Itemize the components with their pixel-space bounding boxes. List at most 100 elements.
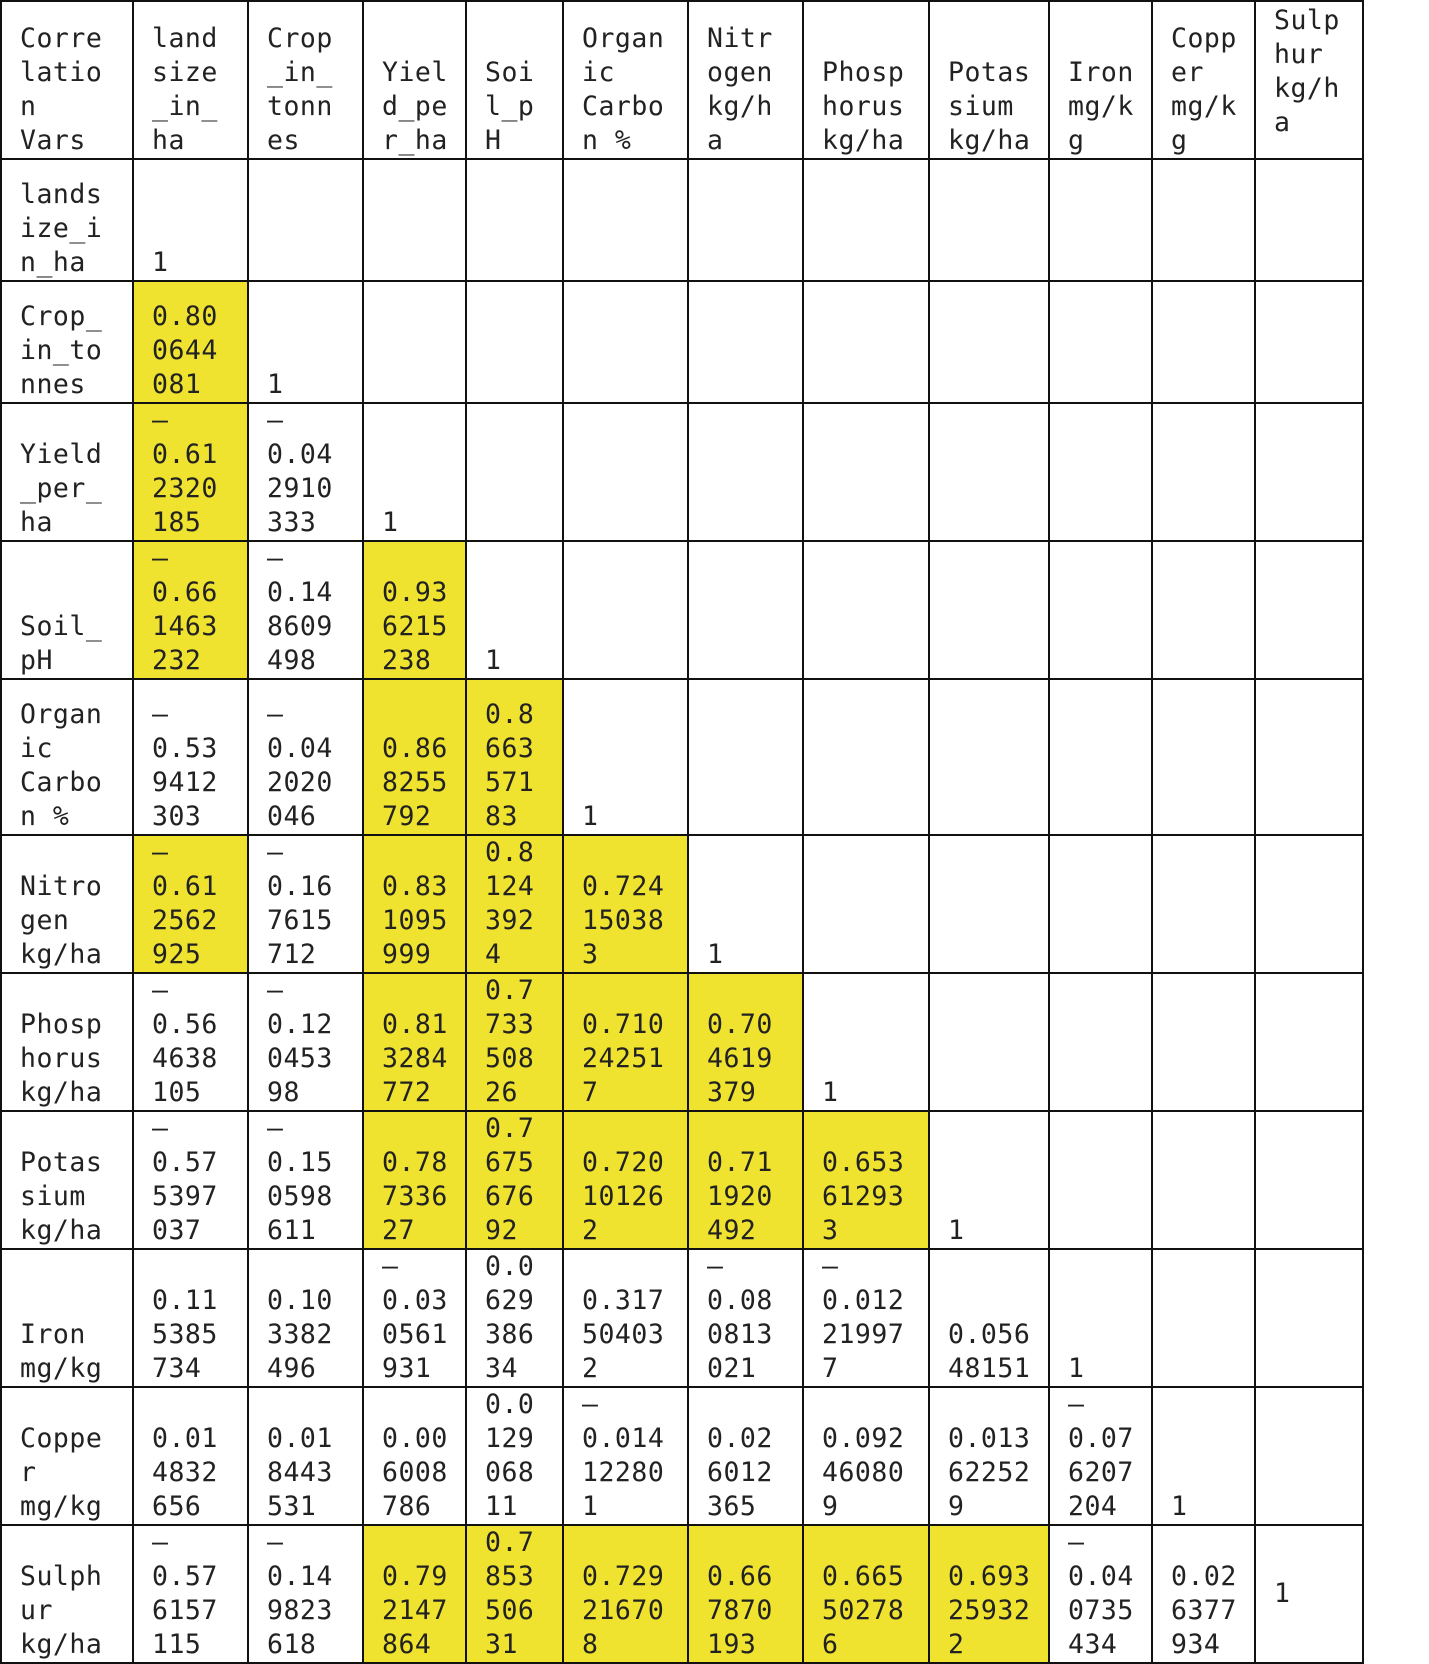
table-cell: – 0.15 0598 611 bbox=[247, 1110, 364, 1250]
column-header: Iron mg/k g bbox=[1048, 0, 1153, 160]
highlighted-cell: 0.86 8255 792 bbox=[362, 678, 467, 836]
table-cell bbox=[1254, 1248, 1364, 1388]
table-cell bbox=[1254, 540, 1364, 680]
table-cell: 0.01 4832 656 bbox=[132, 1386, 249, 1526]
row-label: lands ize_i n_ha bbox=[0, 158, 134, 282]
table-cell bbox=[1151, 678, 1256, 836]
row-label: Organ ic Carbo n % bbox=[0, 678, 134, 836]
column-header: Copp er mg/k g bbox=[1151, 0, 1256, 160]
table-cell: – 0.08 0813 021 bbox=[687, 1248, 804, 1388]
table-cell: – 0.04 0735 434 bbox=[1048, 1524, 1153, 1664]
table-cell bbox=[1254, 972, 1364, 1112]
table-cell: – 0.12 0453 98 bbox=[247, 972, 364, 1112]
table-cell: 0.02 6012 365 bbox=[687, 1386, 804, 1526]
highlighted-cell: 0.66 7870 193 bbox=[687, 1524, 804, 1664]
table-cell bbox=[1254, 834, 1364, 974]
table-cell: – 0.04 2910 333 bbox=[247, 402, 364, 542]
table-cell bbox=[1048, 540, 1153, 680]
highlighted-cell: 0.720 10126 2 bbox=[562, 1110, 689, 1250]
table-cell bbox=[1254, 678, 1364, 836]
table-row: lands ize_i n_ha 1 bbox=[0, 158, 1364, 282]
highlighted-cell: 0.710 24251 7 bbox=[562, 972, 689, 1112]
row-label: Soil_ pH bbox=[0, 540, 134, 680]
header-row: Corre latio n Vars land size _in_ ha Crop … bbox=[0, 0, 1364, 160]
table-cell bbox=[1151, 1110, 1256, 1250]
table-cell bbox=[928, 972, 1050, 1112]
table-row: Nitro gen kg/ha – 0.61 2562 925– 0.16 761… bbox=[0, 834, 1364, 974]
table-cell bbox=[687, 158, 804, 282]
table-cell: – 0.57 6157 115 bbox=[132, 1524, 249, 1664]
table-cell bbox=[802, 158, 930, 282]
table-cell bbox=[1048, 972, 1153, 1112]
table-cell: – 0.04 2020 046 bbox=[247, 678, 364, 836]
table-cell: – 0.014 12280 1 bbox=[562, 1386, 689, 1526]
column-header: Potas sium kg/ha bbox=[928, 0, 1050, 160]
row-label: Crop_ in_to nnes bbox=[0, 280, 134, 404]
table-cell bbox=[928, 540, 1050, 680]
table-cell: – 0.03 0561 931 bbox=[362, 1248, 467, 1388]
table-cell bbox=[562, 280, 689, 404]
highlighted-cell: 0.8 124 392 4 bbox=[465, 834, 564, 974]
highlighted-cell: 0.83 1095 999 bbox=[362, 834, 467, 974]
table-row: Phosp horus kg/ha – 0.56 4638 105– 0.12 0… bbox=[0, 972, 1364, 1112]
table-cell bbox=[1151, 834, 1256, 974]
column-header: Corre latio n Vars bbox=[0, 0, 134, 160]
table-cell bbox=[1254, 158, 1364, 282]
table-cell bbox=[1254, 280, 1364, 404]
table-cell bbox=[687, 280, 804, 404]
column-header: land size _in_ ha bbox=[132, 0, 249, 160]
row-label: Phosp horus kg/ha bbox=[0, 972, 134, 1112]
column-header: Crop _in_ tonn es bbox=[247, 0, 364, 160]
highlighted-cell: 0.78 7336 27 bbox=[362, 1110, 467, 1250]
highlighted-cell: 0.7 853 506 31 bbox=[465, 1524, 564, 1664]
table-cell bbox=[562, 158, 689, 282]
highlighted-cell: 0.729 21670 8 bbox=[562, 1524, 689, 1664]
table-cell bbox=[362, 280, 467, 404]
table-cell: – 0.07 6207 204 bbox=[1048, 1386, 1153, 1526]
table-cell bbox=[362, 158, 467, 282]
table-cell bbox=[1151, 1248, 1256, 1388]
table-cell: 0.00 6008 786 bbox=[362, 1386, 467, 1526]
row-label: Sulph ur kg/ha bbox=[0, 1524, 134, 1664]
highlighted-cell: 0.8 663 571 83 bbox=[465, 678, 564, 836]
row-label: Coppe r mg/kg bbox=[0, 1386, 134, 1526]
table-cell: – 0.012 21997 7 bbox=[802, 1248, 930, 1388]
table-cell: 1 bbox=[465, 540, 564, 680]
table-row: Yield _per_ ha – 0.61 2320 185– 0.04 2910… bbox=[0, 402, 1364, 542]
table-cell: 1 bbox=[1048, 1248, 1153, 1388]
highlighted-cell: 0.70 4619 379 bbox=[687, 972, 804, 1112]
table-cell bbox=[1048, 678, 1153, 836]
column-header: Yiel d_pe r_ha bbox=[362, 0, 467, 160]
table-cell: – 0.56 4638 105 bbox=[132, 972, 249, 1112]
table-cell: – 0.14 8609 498 bbox=[247, 540, 364, 680]
highlighted-cell: 0.93 6215 238 bbox=[362, 540, 467, 680]
highlighted-cell: 0.724 15038 3 bbox=[562, 834, 689, 974]
table-cell: 1 bbox=[928, 1110, 1050, 1250]
table-cell: – 0.14 9823 618 bbox=[247, 1524, 364, 1664]
highlighted-cell: 0.693 25932 2 bbox=[928, 1524, 1050, 1664]
column-header: Phosp horus kg/ha bbox=[802, 0, 930, 160]
table-row: Organ ic Carbo n % – 0.53 9412 303– 0.04 … bbox=[0, 678, 1364, 836]
table-cell bbox=[562, 402, 689, 542]
column-header: Sulp hur kg/h a bbox=[1254, 0, 1364, 160]
table-row: Coppe r mg/kg 0.01 4832 656 0.01 8443 531 0… bbox=[0, 1386, 1364, 1526]
table-cell bbox=[1151, 402, 1256, 542]
table-cell: 0.11 5385 734 bbox=[132, 1248, 249, 1388]
highlighted-cell: 0.81 3284 772 bbox=[362, 972, 467, 1112]
table-cell bbox=[1151, 972, 1256, 1112]
table-cell: 0.02 6377 934 bbox=[1151, 1524, 1256, 1664]
table-cell bbox=[802, 678, 930, 836]
highlighted-cell: 0.653 61293 3 bbox=[802, 1110, 930, 1250]
table-cell: 0.10 3382 496 bbox=[247, 1248, 364, 1388]
table-cell: 1 bbox=[1151, 1386, 1256, 1526]
table-cell bbox=[928, 280, 1050, 404]
table-cell bbox=[465, 280, 564, 404]
table-cell: 1 bbox=[1254, 1524, 1364, 1664]
table-row: Soil_ pH – 0.66 1463 232– 0.14 8609 498 0.… bbox=[0, 540, 1364, 680]
table-cell bbox=[802, 280, 930, 404]
highlighted-cell: 0.80 0644 081 bbox=[132, 280, 249, 404]
highlighted-cell: 0.7 733 508 26 bbox=[465, 972, 564, 1112]
table-cell bbox=[1151, 540, 1256, 680]
table-cell: 0.0 629 386 34 bbox=[465, 1248, 564, 1388]
table-row: Sulph ur kg/ha – 0.57 6157 115– 0.14 9823… bbox=[0, 1524, 1364, 1664]
